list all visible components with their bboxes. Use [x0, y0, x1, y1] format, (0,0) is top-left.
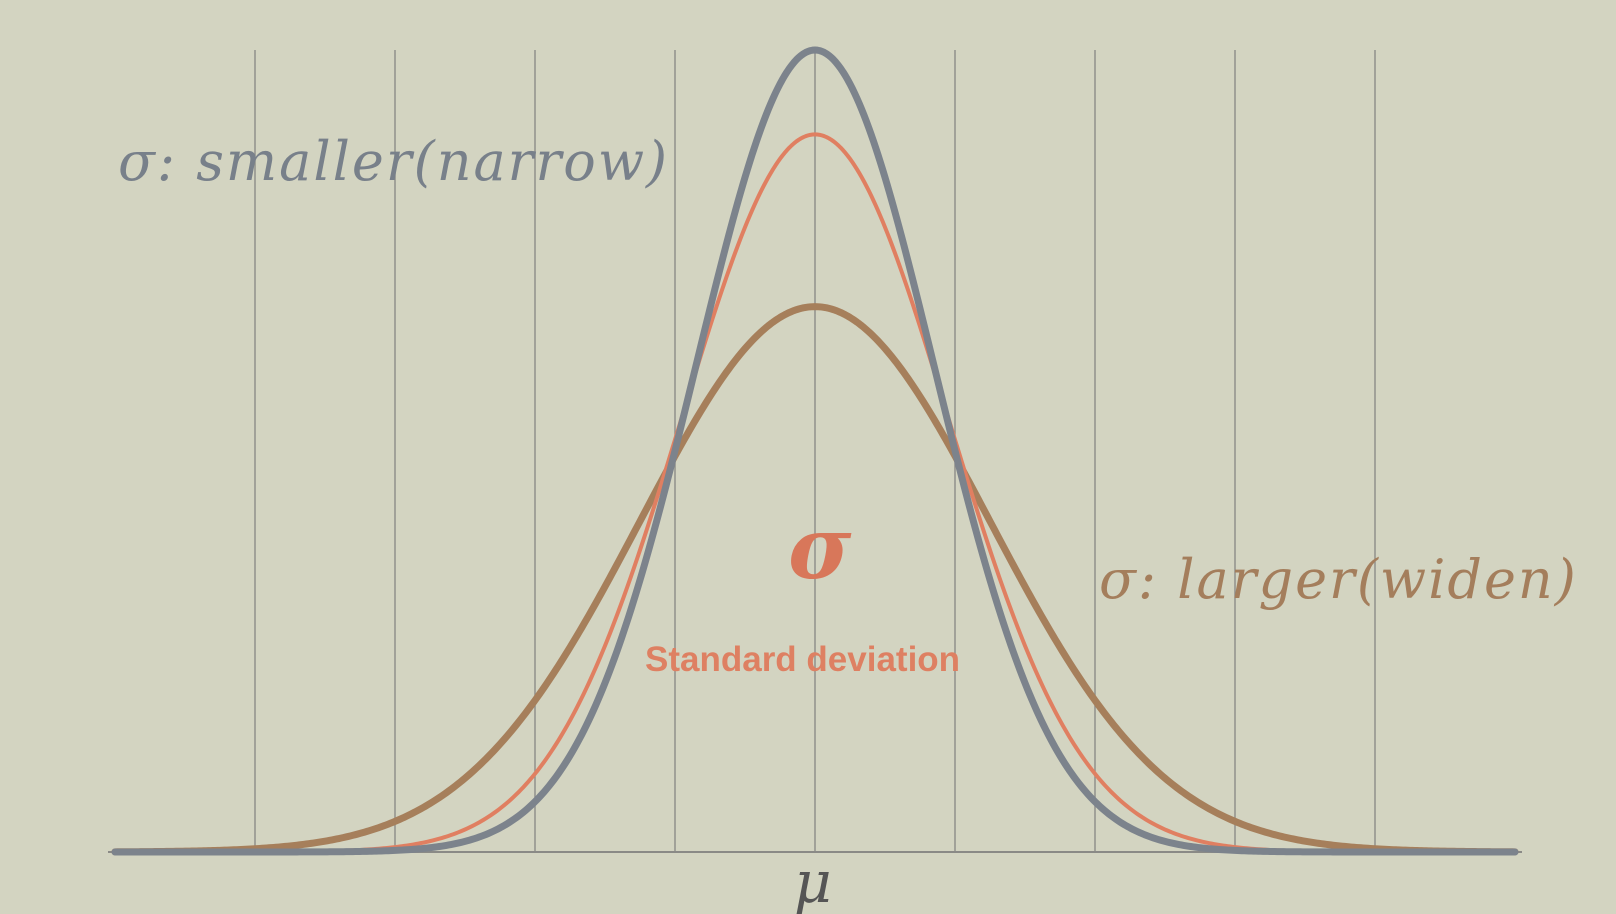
curves	[111, 46, 1519, 856]
curve-widen	[111, 303, 1519, 856]
label-sigma-smaller-narrow: σ: smaller(narrow)	[118, 130, 670, 193]
standard-deviation-label: Standard deviation	[645, 640, 961, 679]
curve-narrow	[111, 46, 1519, 856]
label-sigma-larger-widen: σ: larger(widen)	[1099, 548, 1578, 611]
sigma-symbol: σ	[788, 498, 852, 599]
mu-label: μ	[794, 848, 832, 914]
